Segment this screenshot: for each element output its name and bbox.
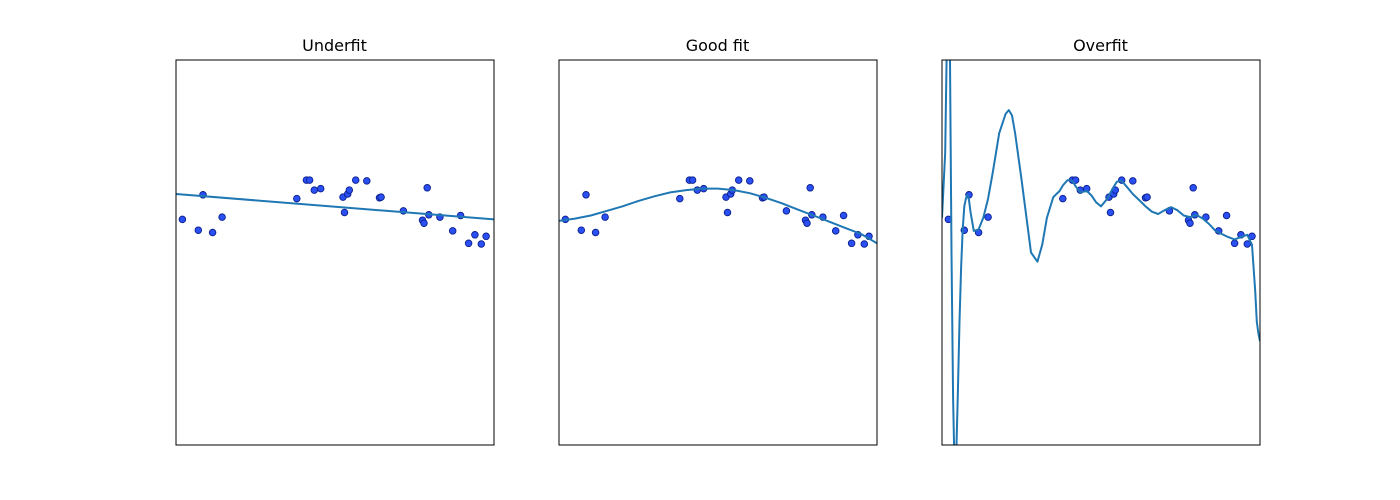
data-point bbox=[746, 177, 754, 185]
data-point bbox=[477, 240, 486, 248]
data-point bbox=[464, 239, 473, 248]
data-point bbox=[363, 177, 371, 185]
data-point bbox=[734, 176, 743, 184]
data-point bbox=[723, 208, 732, 217]
model-curve bbox=[176, 193, 494, 221]
subplot-underfit: Underfit bbox=[175, 36, 495, 446]
data-point bbox=[178, 215, 187, 224]
axes-frame bbox=[175, 59, 495, 446]
data-point bbox=[377, 193, 385, 201]
data-point bbox=[208, 228, 217, 237]
axes-frame bbox=[558, 59, 878, 446]
subplot-title: Good fit bbox=[686, 36, 750, 55]
data-point bbox=[471, 231, 479, 239]
data-point bbox=[305, 176, 314, 184]
data-point bbox=[847, 239, 856, 248]
data-point bbox=[839, 211, 848, 220]
data-point bbox=[591, 228, 600, 237]
data-point bbox=[582, 191, 590, 199]
data-point bbox=[310, 186, 319, 194]
data-point bbox=[1106, 208, 1115, 217]
data-point bbox=[1059, 194, 1067, 203]
data-point bbox=[218, 213, 226, 221]
model-curve bbox=[559, 187, 877, 245]
data-point bbox=[676, 194, 684, 203]
data-point bbox=[806, 184, 814, 192]
data-point bbox=[316, 184, 325, 193]
data-point bbox=[860, 240, 869, 248]
data-point bbox=[423, 184, 431, 192]
data-point bbox=[482, 232, 490, 241]
data-point bbox=[1186, 219, 1194, 227]
data-point bbox=[420, 219, 428, 227]
data-point bbox=[293, 194, 301, 203]
data-point bbox=[1230, 239, 1239, 248]
data-point bbox=[340, 208, 349, 217]
data-point bbox=[194, 226, 203, 234]
plot-area bbox=[559, 176, 877, 248]
plot-area bbox=[176, 176, 494, 248]
data-point bbox=[1129, 177, 1137, 185]
model-curve bbox=[942, 60, 1260, 445]
data-point bbox=[351, 176, 360, 184]
data-point bbox=[984, 213, 992, 221]
subplot-overfit: Overfit bbox=[941, 36, 1261, 446]
data-point bbox=[448, 227, 457, 235]
data-point bbox=[831, 227, 840, 235]
axes-frame bbox=[941, 59, 1261, 446]
data-point bbox=[803, 219, 811, 227]
data-point bbox=[345, 186, 354, 194]
data-point bbox=[1189, 184, 1197, 192]
data-point bbox=[688, 176, 697, 184]
plot-area bbox=[942, 60, 1260, 445]
data-point bbox=[1143, 193, 1151, 201]
subplot-title: Overfit bbox=[1073, 36, 1128, 55]
data-point bbox=[782, 207, 791, 215]
subplot-good-fit: Good fit bbox=[558, 36, 878, 446]
data-point bbox=[577, 226, 586, 234]
data-point bbox=[601, 213, 609, 221]
subplot-title: Underfit bbox=[302, 36, 367, 55]
data-point bbox=[1222, 211, 1231, 220]
